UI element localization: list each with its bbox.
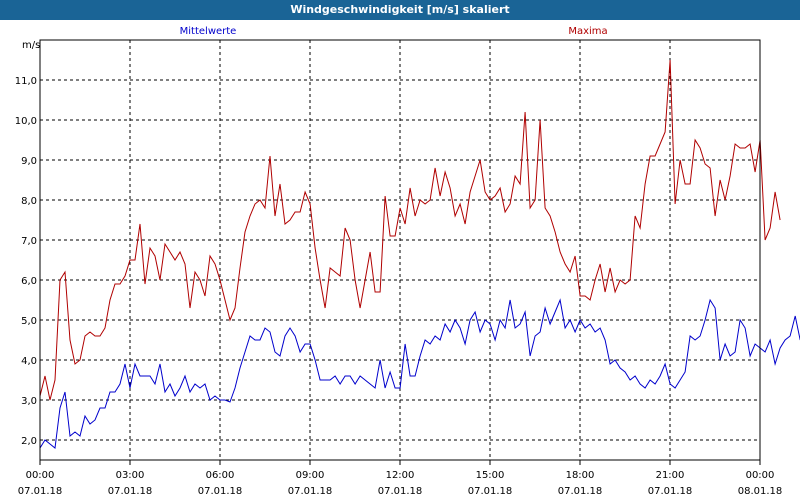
x-tick-time-label: 18:00 [566, 470, 595, 481]
x-tick-date-label: 07.01.18 [468, 486, 513, 497]
x-tick-date-label: 07.01.18 [558, 486, 603, 497]
y-tick-label: 4,0 [21, 356, 37, 367]
x-tick-date-label: 07.01.18 [378, 486, 423, 497]
y-tick-label: 8,0 [21, 196, 37, 207]
axis-layer: 2,0 3,0 4,0 5,0 6,0 7,0 8,0 9,0 10,0 11,0 00:00 07.… [15, 39, 783, 497]
x-tick-time-label: 09:00 [296, 470, 325, 481]
legend-mittelwerte: Mittelwerte [180, 26, 237, 37]
y-tick-label: 5,0 [21, 316, 37, 327]
x-tick-time-label: 03:00 [116, 470, 145, 481]
y-tick-label: 11,0 [15, 76, 37, 87]
y-tick-label: 7,0 [21, 236, 37, 247]
x-tick-time-label: 15:00 [476, 470, 505, 481]
y-tick-label: 6,0 [21, 276, 37, 287]
plot-frame [39, 39, 761, 461]
x-tick-time-label: 12:00 [386, 470, 415, 481]
chart-area: 2,0 3,0 4,0 5,0 6,0 7,0 8,0 9,0 10,0 11,0 00:00 07.… [0, 20, 800, 500]
line-chart: 2,0 3,0 4,0 5,0 6,0 7,0 8,0 9,0 10,0 11,0 00:00 07.… [0, 20, 800, 500]
y-axis-unit-label: m/s [22, 40, 40, 51]
window-title: Windgeschwindigkeit [m/s] skaliert [0, 0, 800, 20]
y-tick-label: 2,0 [21, 436, 37, 447]
y-tick-label: 9,0 [21, 156, 37, 167]
legend-maxima: Maxima [568, 26, 607, 37]
series-line-maxima [39, 59, 781, 401]
x-tick-time-label: 00:00 [26, 470, 55, 481]
series-line-mittelwerte [39, 298, 800, 449]
grid-layer [40, 40, 760, 460]
x-tick-date-label: 07.01.18 [288, 486, 333, 497]
x-tick-date-label: 08.01.18 [738, 486, 783, 497]
x-tick-time-label: 00:00 [746, 470, 775, 481]
x-tick-date-label: 07.01.18 [648, 486, 693, 497]
x-tick-date-label: 07.01.18 [198, 486, 243, 497]
x-tick-date-label: 07.01.18 [108, 486, 153, 497]
series-layer [39, 59, 800, 449]
chart-background [0, 20, 800, 500]
y-tick-label: 3,0 [21, 396, 37, 407]
y-tick-label: 10,0 [15, 116, 37, 127]
x-tick-time-label: 21:00 [656, 470, 685, 481]
x-tick-time-label: 06:00 [206, 470, 235, 481]
x-tick-date-label: 07.01.18 [18, 486, 63, 497]
